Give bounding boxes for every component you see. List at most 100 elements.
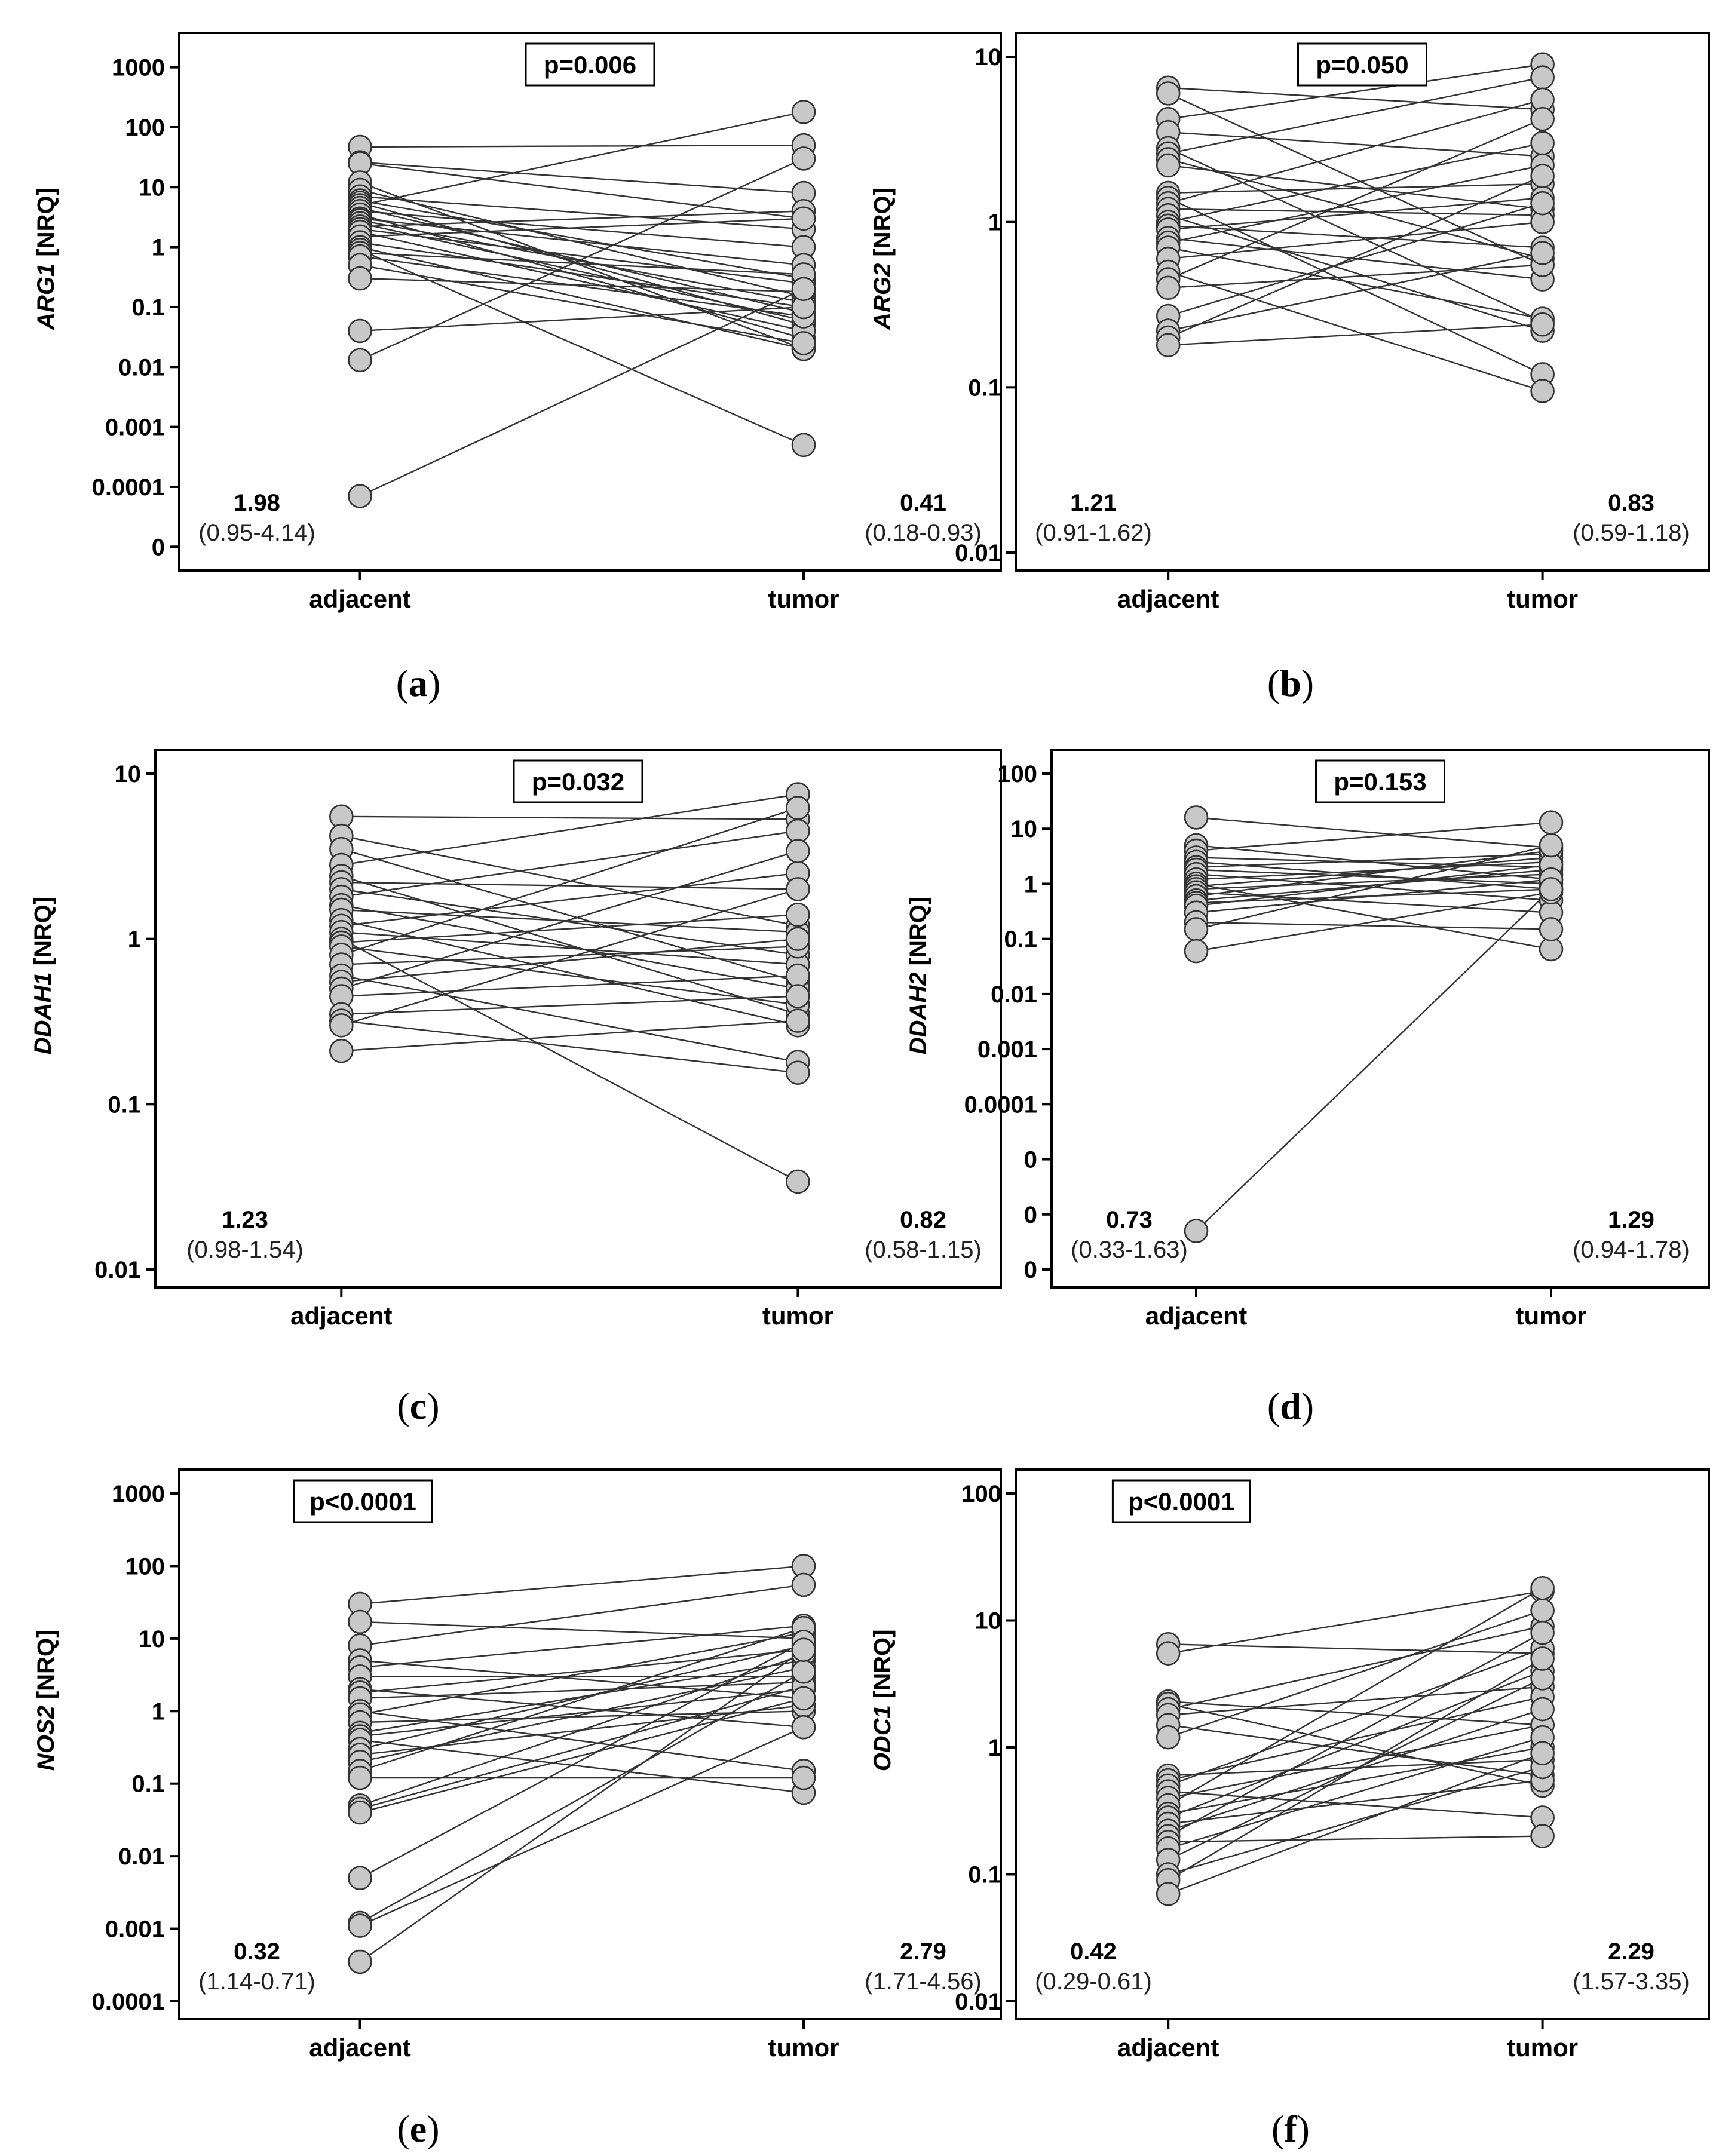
x-tick-label: adjacent [290, 1302, 392, 1330]
pair-line [360, 158, 804, 361]
pair-line [1168, 1700, 1543, 1726]
pair-lines [1167, 63, 1543, 392]
ci-tumor: (0.18-0.93) [865, 520, 982, 546]
point-adjacent [1156, 1641, 1181, 1666]
pair-line [360, 144, 804, 148]
subplot-label: (e) [397, 2108, 439, 2150]
points [1156, 52, 1555, 403]
subplot-label: (c) [397, 1385, 439, 1427]
pair-line [1196, 888, 1552, 1232]
pair-line [1167, 1587, 1543, 1806]
y-tick-label: 0.1 [968, 375, 1001, 401]
pair-line [1168, 1835, 1543, 1843]
pair-line [341, 938, 798, 1183]
y-tick-label: 0.1 [1004, 927, 1037, 953]
pair-line [1167, 1648, 1543, 1787]
pair-line [360, 1621, 804, 1640]
y-tick-label: 100 [997, 761, 1037, 787]
y-axis-label: DDAH1 [NRQ] [30, 897, 56, 1054]
pair-line [1196, 817, 1552, 849]
y-tick-label: 0 [1024, 1147, 1037, 1173]
pair-line [1167, 164, 1543, 244]
pair-line [1167, 93, 1543, 266]
point-tumor [1530, 312, 1555, 337]
y-axis-gene: ARG1 [33, 263, 59, 330]
y-axis-label: ODC1 [NRQ] [869, 1630, 896, 1772]
pair-line [341, 850, 798, 990]
point-tumor [786, 818, 810, 844]
point-adjacent [329, 1038, 354, 1063]
pair-line [341, 914, 798, 944]
p-value: p=0.153 [1334, 768, 1426, 796]
pair-line [1168, 87, 1543, 111]
point-adjacent [348, 484, 372, 508]
point-tumor [791, 331, 816, 355]
pair-line [1168, 1779, 1543, 1825]
point-tumor [1530, 106, 1555, 131]
subplot-letter: e [410, 2108, 427, 2150]
y-axis-gene: NOS2 [33, 1706, 59, 1771]
pair-line [1196, 861, 1552, 881]
pair-line [360, 1739, 804, 1794]
pair-line [1168, 164, 1543, 210]
pair-line [1167, 214, 1543, 332]
point-tumor [791, 1637, 816, 1662]
pair-line [360, 182, 804, 350]
pair-line [1167, 99, 1543, 204]
pair-line [1167, 1752, 1543, 1895]
point-tumor [1530, 1646, 1555, 1671]
point-tumor [1530, 65, 1555, 90]
point-adjacent [329, 1013, 354, 1038]
y-axis-unit: [NRQ] [33, 1630, 59, 1700]
point-tumor [786, 902, 810, 927]
point-tumor [1530, 1575, 1555, 1600]
ci-adjacent: (0.33-1.63) [1071, 1237, 1188, 1263]
y-tick-label: 1000 [112, 55, 165, 81]
pair-line [1167, 1632, 1543, 1837]
ci-tumor: (0.59-1.18) [1573, 520, 1690, 546]
y-tick-label: 0.01 [118, 354, 165, 381]
pair-line [360, 217, 804, 266]
pair-line [1168, 1590, 1543, 1654]
point-adjacent [348, 266, 372, 291]
pair-line [1196, 878, 1552, 913]
point-adjacent [1156, 153, 1181, 178]
y-tick-label: 1000 [112, 1481, 165, 1507]
point-adjacent [348, 1800, 372, 1825]
pair-line [360, 241, 804, 308]
pair-line [1167, 1626, 1543, 1710]
pair-line [359, 1649, 804, 1962]
x-tick-label: tumor [768, 585, 839, 613]
pair-line [360, 1681, 804, 1700]
y-tick-label: 1 [152, 235, 165, 261]
pair-line [341, 815, 798, 820]
subplot-letter: f [1284, 2108, 1297, 2150]
pair-line [1167, 158, 1543, 260]
pair-line [360, 249, 804, 446]
pair-line [1167, 1724, 1543, 1799]
pair-line [360, 210, 804, 228]
x-tick-label: adjacent [1145, 1302, 1247, 1330]
pair-line [1196, 844, 1552, 930]
point-adjacent [348, 348, 372, 373]
x-tick-label: tumor [768, 2034, 839, 2062]
ci-adjacent: (0.29-0.61) [1035, 1968, 1152, 1995]
plot-frame [1015, 32, 1710, 572]
pair-line [1167, 76, 1543, 155]
y-axis-unit: [NRQ] [869, 1630, 896, 1699]
pair-line [341, 807, 798, 956]
y-axis-unit: [NRQ] [905, 897, 931, 966]
p-value: p=0.032 [532, 768, 624, 796]
plot-frame [178, 32, 1002, 572]
subplot-f: 100 10 1 0.1 0.01 adjacent tumor ODC1 [NRQ] p<0.… [869, 1468, 1710, 2150]
pair-line [359, 1671, 804, 1924]
y-tick-label: 0.1 [131, 1771, 165, 1798]
point-tumor [791, 277, 816, 302]
pair-line [360, 1584, 804, 1646]
y-tick-label: 0.0001 [92, 1989, 165, 2015]
pair-line [1168, 264, 1543, 289]
point-adjacent [348, 1609, 372, 1634]
point-tumor [1539, 917, 1564, 941]
y-tick-label: 10 [115, 761, 142, 787]
